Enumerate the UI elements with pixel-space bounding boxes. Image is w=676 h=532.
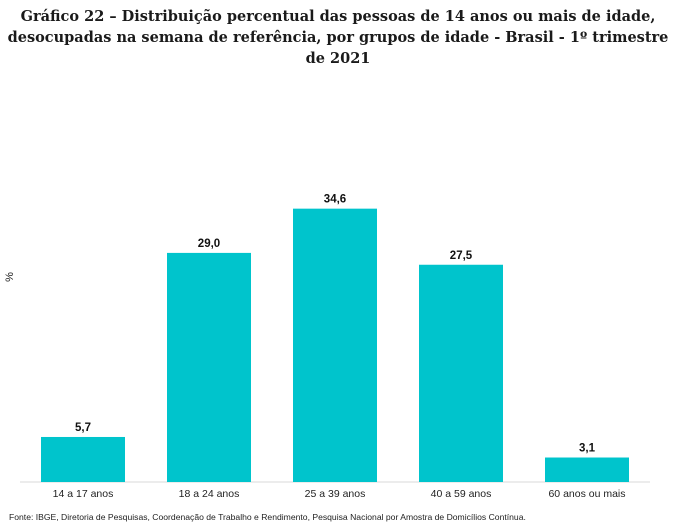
x-tick-label-4: 40 a 59 anos (431, 488, 492, 500)
x-tick-label-1: 14 a 17 anos (53, 488, 114, 500)
bar-2 (167, 252, 251, 482)
data-label-4: 27,5 (450, 250, 473, 262)
bar-3 (293, 208, 377, 482)
data-label-3: 34,6 (324, 194, 346, 206)
x-tick-label-2: 18 a 24 anos (179, 488, 240, 500)
data-label-1: 5,7 (75, 422, 91, 434)
x-tick-label-3: 25 a 39 anos (305, 488, 366, 500)
bar-1 (41, 436, 125, 482)
data-label-5: 3,1 (579, 443, 596, 455)
x-tick-label-5: 60 anos ou mais (548, 488, 625, 500)
bar-5 (545, 457, 629, 482)
chart-title-line-1: Gráfico 22 – Distribuição percentual das… (20, 8, 656, 25)
chart-title: Gráfico 22 – Distribuição percentual das… (0, 6, 676, 69)
source-note: Fonte: IBGE, Diretoria de Pesquisas, Coo… (9, 512, 526, 522)
data-label-2: 29,0 (198, 238, 220, 250)
bar-4 (419, 264, 503, 482)
chart-title-line-2: desocupadas na semana de referência, por… (7, 29, 669, 67)
